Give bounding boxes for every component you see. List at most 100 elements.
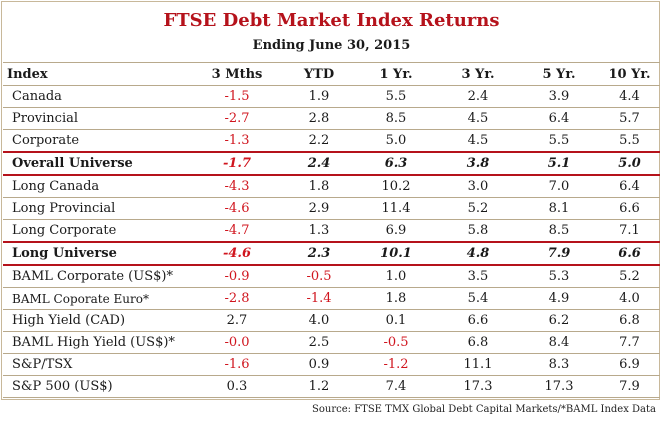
value-cell-ytd: 2.8 xyxy=(283,107,355,130)
index-name-cell: Canada xyxy=(3,85,191,108)
value-cell-3-yr: 11.1 xyxy=(437,353,519,376)
value-cell-ytd: 1.9 xyxy=(283,85,355,108)
value-cell-5-yr: 8.4 xyxy=(519,331,599,354)
index-name-cell: BAML Coporate Euro* xyxy=(3,287,191,310)
value-cell-5-yr: 7.9 xyxy=(519,242,599,266)
value-cell-3-mths: -4.6 xyxy=(191,197,283,220)
value-cell-10-yr: 5.2 xyxy=(599,265,660,288)
value-cell-3-yr: 4.5 xyxy=(437,107,519,130)
value-cell-ytd: 2.2 xyxy=(283,129,355,153)
value-cell-5-yr: 8.3 xyxy=(519,353,599,376)
value-cell-3-yr: 5.4 xyxy=(437,287,519,310)
value-cell-3-mths: -1.5 xyxy=(191,85,283,108)
value-cell-1-yr: -0.5 xyxy=(355,331,437,354)
table-subtitle: Ending June 30, 2015 xyxy=(252,38,411,53)
value-cell-1-yr: 6.3 xyxy=(355,152,437,176)
column-header-5-yr: 5 Yr. xyxy=(519,62,599,86)
value-cell-10-yr: 6.9 xyxy=(599,353,660,376)
value-cell-3-mths: -0.0 xyxy=(191,331,283,354)
value-cell-ytd: 0.9 xyxy=(283,353,355,376)
value-cell-ytd: 2.5 xyxy=(283,331,355,354)
table-title: FTSE Debt Market Index Returns xyxy=(163,10,500,31)
value-cell-ytd: 2.3 xyxy=(283,242,355,266)
value-cell-10-yr: 6.6 xyxy=(599,242,660,266)
value-cell-3-mths: -4.7 xyxy=(191,219,283,243)
table-row: Corporate -1.3 2.2 5.0 4.5 5.5 5.5 xyxy=(3,129,660,153)
value-cell-3-mths: 2.7 xyxy=(191,309,283,332)
value-cell-5-yr: 6.4 xyxy=(519,107,599,130)
index-name-cell: Long Universe xyxy=(3,242,191,266)
value-cell-3-yr: 6.6 xyxy=(437,309,519,332)
value-cell-ytd: 1.3 xyxy=(283,219,355,243)
index-name-cell: S&P 500 (US$) xyxy=(3,375,191,398)
value-cell-3-yr: 2.4 xyxy=(437,85,519,108)
source-note: Source: FTSE TMX Global Debt Capital Mar… xyxy=(312,404,656,415)
value-cell-5-yr: 5.1 xyxy=(519,152,599,176)
index-name-cell: Long Provincial xyxy=(3,197,191,220)
column-header-ytd: YTD xyxy=(283,62,355,86)
table-row: Long Universe -4.6 2.3 10.1 4.8 7.9 6.6 xyxy=(3,242,660,266)
value-cell-5-yr: 7.0 xyxy=(519,175,599,198)
table-frame: FTSE Debt Market Index Returns Ending Ju… xyxy=(1,1,660,400)
value-cell-10-yr: 7.9 xyxy=(599,375,660,398)
table-row: BAML Coporate Euro* -2.8 -1.4 1.8 5.4 4.9 4.0 xyxy=(3,287,660,310)
value-cell-5-yr: 6.2 xyxy=(519,309,599,332)
table-body: Canada -1.5 1.9 5.5 2.4 3.9 4.4 Provincial -2.7 2… xyxy=(3,85,660,398)
index-name-cell: Overall Universe xyxy=(3,152,191,176)
value-cell-5-yr: 3.9 xyxy=(519,85,599,108)
value-cell-5-yr: 5.5 xyxy=(519,129,599,153)
value-cell-1-yr: -1.2 xyxy=(355,353,437,376)
column-header-1-yr: 1 Yr. xyxy=(355,62,437,86)
value-cell-3-yr: 6.8 xyxy=(437,331,519,354)
value-cell-3-mths: -2.7 xyxy=(191,107,283,130)
value-cell-3-yr: 3.5 xyxy=(437,265,519,288)
value-cell-5-yr: 5.3 xyxy=(519,265,599,288)
value-cell-10-yr: 6.4 xyxy=(599,175,660,198)
value-cell-3-mths: -1.7 xyxy=(191,152,283,176)
value-cell-1-yr: 0.1 xyxy=(355,309,437,332)
value-cell-3-mths: 0.3 xyxy=(191,375,283,398)
value-cell-1-yr: 10.1 xyxy=(355,242,437,266)
value-cell-3-mths: -4.6 xyxy=(191,242,283,266)
value-cell-3-yr: 17.3 xyxy=(437,375,519,398)
column-header-index: Index xyxy=(3,62,191,86)
value-cell-10-yr: 7.7 xyxy=(599,331,660,354)
value-cell-3-yr: 3.8 xyxy=(437,152,519,176)
value-cell-1-yr: 11.4 xyxy=(355,197,437,220)
value-cell-1-yr: 1.8 xyxy=(355,287,437,310)
value-cell-3-yr: 3.0 xyxy=(437,175,519,198)
index-name-cell: BAML Corporate (US$)* xyxy=(3,265,191,288)
value-cell-3-mths: -4.3 xyxy=(191,175,283,198)
header-row: Index 3 Mths YTD 1 Yr. 3 Yr. 5 Yr. 10 Yr… xyxy=(3,62,660,86)
index-name-cell: Provincial xyxy=(3,107,191,130)
value-cell-10-yr: 4.4 xyxy=(599,85,660,108)
value-cell-ytd: 1.2 xyxy=(283,375,355,398)
value-cell-1-yr: 1.0 xyxy=(355,265,437,288)
column-header-3-yr: 3 Yr. xyxy=(437,62,519,86)
index-name-cell: BAML High Yield (US$)* xyxy=(3,331,191,354)
value-cell-10-yr: 5.7 xyxy=(599,107,660,130)
value-cell-3-yr: 5.8 xyxy=(437,219,519,243)
index-name-cell: High Yield (CAD) xyxy=(3,309,191,332)
value-cell-ytd: 2.4 xyxy=(283,152,355,176)
column-header-3-mths: 3 Mths xyxy=(191,62,283,86)
table-row: S&P 500 (US$) 0.3 1.2 7.4 17.3 17.3 7.9 xyxy=(3,375,660,398)
value-cell-3-yr: 4.8 xyxy=(437,242,519,266)
value-cell-1-yr: 7.4 xyxy=(355,375,437,398)
table-row: Long Corporate -4.7 1.3 6.9 5.8 8.5 7.1 xyxy=(3,219,660,243)
value-cell-10-yr: 4.0 xyxy=(599,287,660,310)
value-cell-ytd: 2.9 xyxy=(283,197,355,220)
value-cell-10-yr: 7.1 xyxy=(599,219,660,243)
value-cell-5-yr: 8.1 xyxy=(519,197,599,220)
returns-table: Index 3 Mths YTD 1 Yr. 3 Yr. 5 Yr. 10 Yr… xyxy=(3,62,660,398)
value-cell-3-mths: -1.3 xyxy=(191,129,283,153)
value-cell-10-yr: 6.8 xyxy=(599,309,660,332)
value-cell-3-mths: -1.6 xyxy=(191,353,283,376)
table-row: Provincial -2.7 2.8 8.5 4.5 6.4 5.7 xyxy=(3,107,660,130)
table-row: Canada -1.5 1.9 5.5 2.4 3.9 4.4 xyxy=(3,85,660,108)
value-cell-ytd: 1.8 xyxy=(283,175,355,198)
value-cell-3-mths: -2.8 xyxy=(191,287,283,310)
value-cell-1-yr: 10.2 xyxy=(355,175,437,198)
value-cell-3-yr: 5.2 xyxy=(437,197,519,220)
table-row: BAML Corporate (US$)* -0.9 -0.5 1.0 3.5 5.3 5.… xyxy=(3,265,660,288)
